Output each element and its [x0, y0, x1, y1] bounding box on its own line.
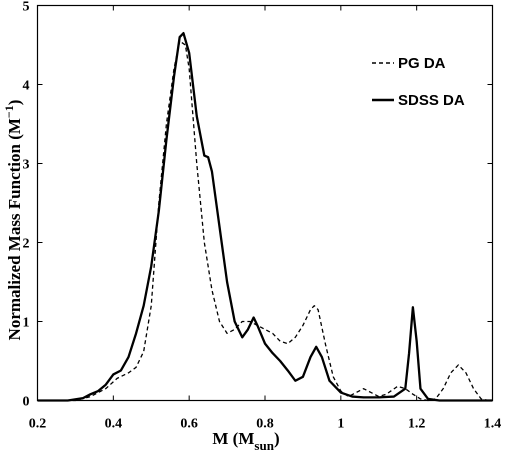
series-line-sdss-da: [37, 32, 493, 402]
x-axis-label-sub: sun: [254, 438, 274, 453]
plot-area: [37, 32, 493, 402]
x-tick-label: 0.2: [29, 417, 47, 432]
x-axis-label-main: M (M: [212, 429, 254, 448]
y-axis-label-sup: −1: [2, 105, 16, 118]
y-axis-label: Normalized Mass Function (M−1): [2, 100, 24, 341]
x-axis-label-close: ): [274, 429, 280, 448]
x-axis-label: M (Msun): [212, 429, 279, 453]
x-tick-label: 1: [337, 417, 344, 432]
legend: PG DA SDSS DA: [372, 55, 465, 109]
y-tick-label: 3: [23, 158, 30, 173]
tick-labels: 0.2 0.4 0.6 0.8 1 1.2 1.4 0 1 2 3 4 5: [23, 0, 502, 432]
x-tick-label: 1.4: [484, 417, 502, 432]
y-tick-label: 2: [23, 237, 30, 252]
x-tick-label: 1.2: [408, 417, 426, 432]
y-tick-label: 4: [23, 79, 30, 94]
y-axis-label-main: Normalized Mass Function (M: [5, 118, 24, 340]
legend-label-sdss-da: SDSS DA: [398, 92, 465, 109]
plot-frame: [36, 4, 494, 402]
x-tick-label: 0.8: [256, 417, 274, 432]
x-tick-label: 0.6: [180, 417, 198, 432]
y-tick-label: 1: [23, 316, 30, 331]
y-tick-label: 5: [23, 0, 30, 15]
y-tick-label: 0: [23, 395, 30, 410]
legend-label-pg-da: PG DA: [398, 55, 446, 72]
x-tick-label: 0.4: [105, 417, 123, 432]
y-axis-label-close: ): [5, 100, 24, 106]
